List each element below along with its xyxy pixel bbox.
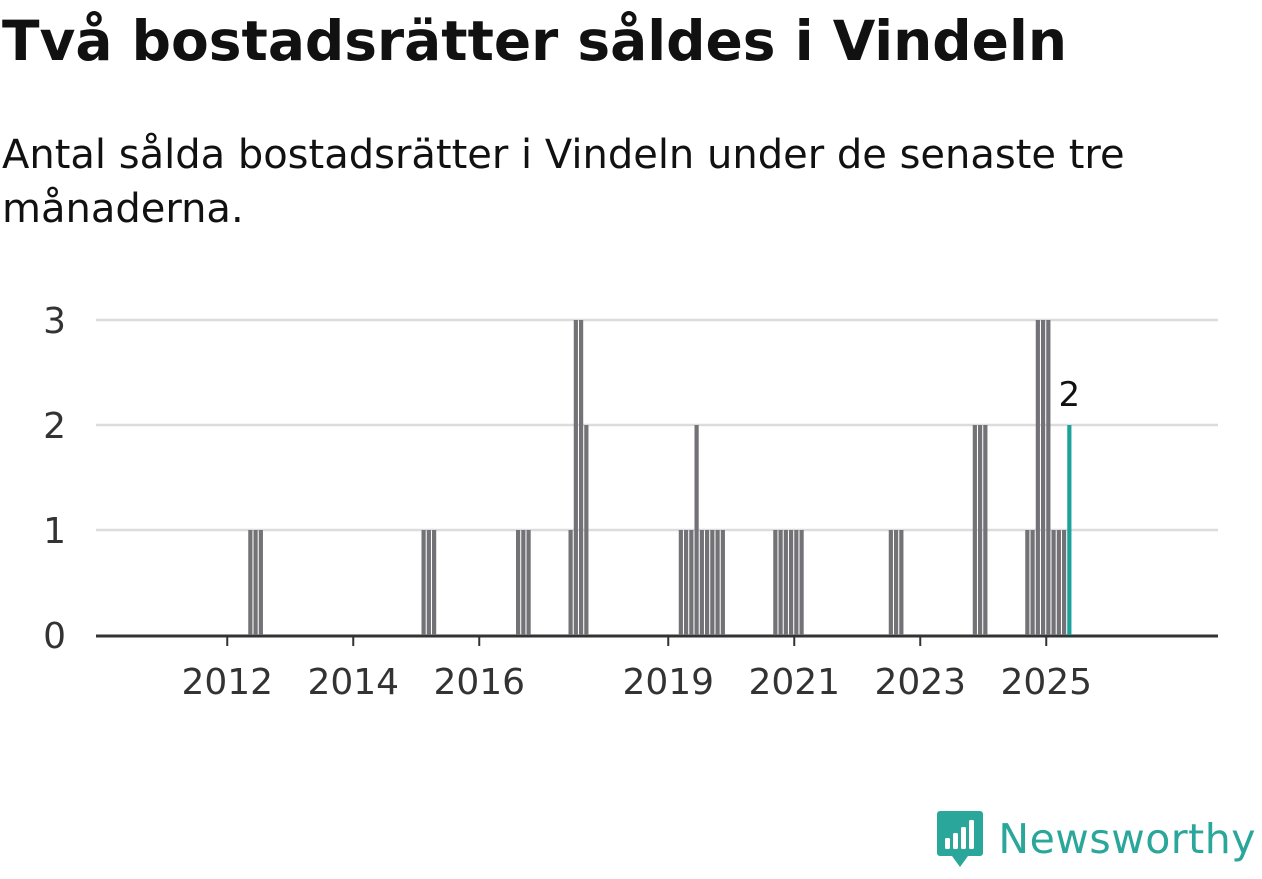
bar: [899, 530, 904, 635]
bar-chart: 0 1 2 3 2012 2014 2016 2019 2021 2023 2025 2: [43, 301, 1218, 703]
bar: [516, 530, 521, 635]
bar: [773, 530, 778, 635]
bars: [248, 320, 1072, 635]
x-tick-label: 2012: [181, 662, 273, 703]
bar: [432, 530, 437, 635]
y-tick-label: 2: [43, 406, 66, 447]
brand-name: Newsworthy: [998, 815, 1256, 863]
bar: [258, 530, 263, 635]
bar: [983, 425, 988, 635]
bar: [710, 530, 715, 635]
data-labels: 2: [1059, 375, 1081, 415]
bar: [521, 530, 526, 635]
y-tick-label: 0: [43, 616, 66, 657]
bar: [705, 530, 710, 635]
bar: [894, 530, 899, 635]
bar: [253, 530, 258, 635]
bar: [978, 425, 983, 635]
bar: [783, 530, 788, 635]
y-axis-ticks: 0 1 2 3: [43, 301, 66, 657]
bar: [720, 530, 725, 635]
bar: [573, 320, 578, 635]
y-tick-label: 3: [43, 301, 66, 342]
bar: [584, 425, 589, 635]
bar: [972, 425, 977, 635]
newsworthy-logo: Newsworthy: [936, 809, 1256, 869]
bar: [678, 530, 683, 635]
x-axis-ticks: 2012 2014 2016 2019 2021 2023 2025: [181, 636, 1092, 703]
chart-title: Två bostadsrätter såldes i Vindeln: [2, 9, 1067, 73]
chart-subtitle: Antal sålda bostadsrätter i Vindeln unde…: [2, 132, 1125, 232]
bar: [1025, 530, 1030, 635]
bar: [778, 530, 783, 635]
x-tick-label: 2016: [433, 662, 525, 703]
bar: [1051, 530, 1056, 635]
bar: [799, 530, 804, 635]
x-tick-label: 2023: [874, 662, 966, 703]
bar: [699, 530, 704, 635]
x-tick-label: 2025: [1000, 662, 1092, 703]
bar: [794, 530, 799, 635]
bar: [689, 530, 694, 635]
bar: [1035, 320, 1040, 635]
data-label: 2: [1059, 375, 1081, 415]
bar: [421, 530, 426, 635]
bar: [1041, 320, 1046, 635]
bar: [579, 320, 584, 635]
bar-highlight: [1067, 425, 1072, 635]
bar: [694, 425, 699, 635]
x-tick-label: 2019: [622, 662, 714, 703]
bar: [1056, 530, 1061, 635]
bar: [426, 530, 431, 635]
bar: [1046, 320, 1051, 635]
bar: [715, 530, 720, 635]
bar: [888, 530, 893, 635]
y-tick-label: 1: [43, 511, 66, 552]
bar: [248, 530, 253, 635]
bar: [1062, 530, 1067, 635]
bar: [789, 530, 794, 635]
x-tick-label: 2014: [307, 662, 399, 703]
bar: [526, 530, 531, 635]
bar: [1030, 530, 1035, 635]
bar: [568, 530, 573, 635]
newsworthy-chart-icon: [937, 811, 984, 867]
x-tick-label: 2021: [748, 662, 840, 703]
bar: [684, 530, 689, 635]
